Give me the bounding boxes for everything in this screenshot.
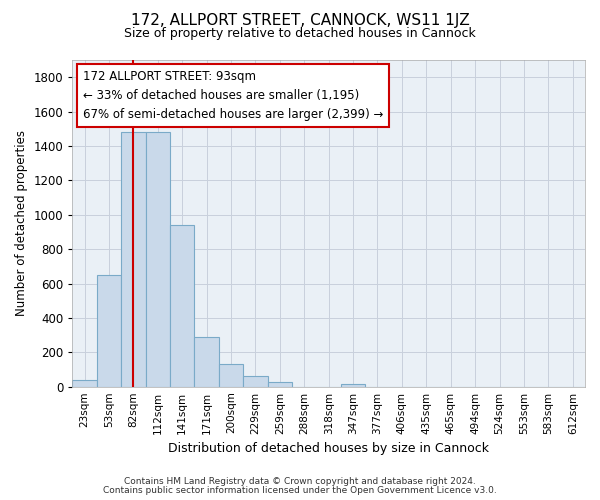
Y-axis label: Number of detached properties: Number of detached properties <box>15 130 28 316</box>
Bar <box>341 384 365 386</box>
Bar <box>243 376 268 386</box>
Bar <box>121 132 146 386</box>
Bar <box>268 382 292 386</box>
Bar <box>194 337 219 386</box>
Bar <box>219 364 243 386</box>
Bar <box>146 132 170 386</box>
Bar <box>97 275 121 386</box>
Bar <box>73 380 97 386</box>
Text: Contains HM Land Registry data © Crown copyright and database right 2024.: Contains HM Land Registry data © Crown c… <box>124 477 476 486</box>
Bar <box>170 225 194 386</box>
Text: Size of property relative to detached houses in Cannock: Size of property relative to detached ho… <box>124 28 476 40</box>
Text: 172, ALLPORT STREET, CANNOCK, WS11 1JZ: 172, ALLPORT STREET, CANNOCK, WS11 1JZ <box>131 12 469 28</box>
Text: 172 ALLPORT STREET: 93sqm
← 33% of detached houses are smaller (1,195)
67% of se: 172 ALLPORT STREET: 93sqm ← 33% of detac… <box>83 70 383 121</box>
Text: Contains public sector information licensed under the Open Government Licence v3: Contains public sector information licen… <box>103 486 497 495</box>
X-axis label: Distribution of detached houses by size in Cannock: Distribution of detached houses by size … <box>168 442 489 455</box>
